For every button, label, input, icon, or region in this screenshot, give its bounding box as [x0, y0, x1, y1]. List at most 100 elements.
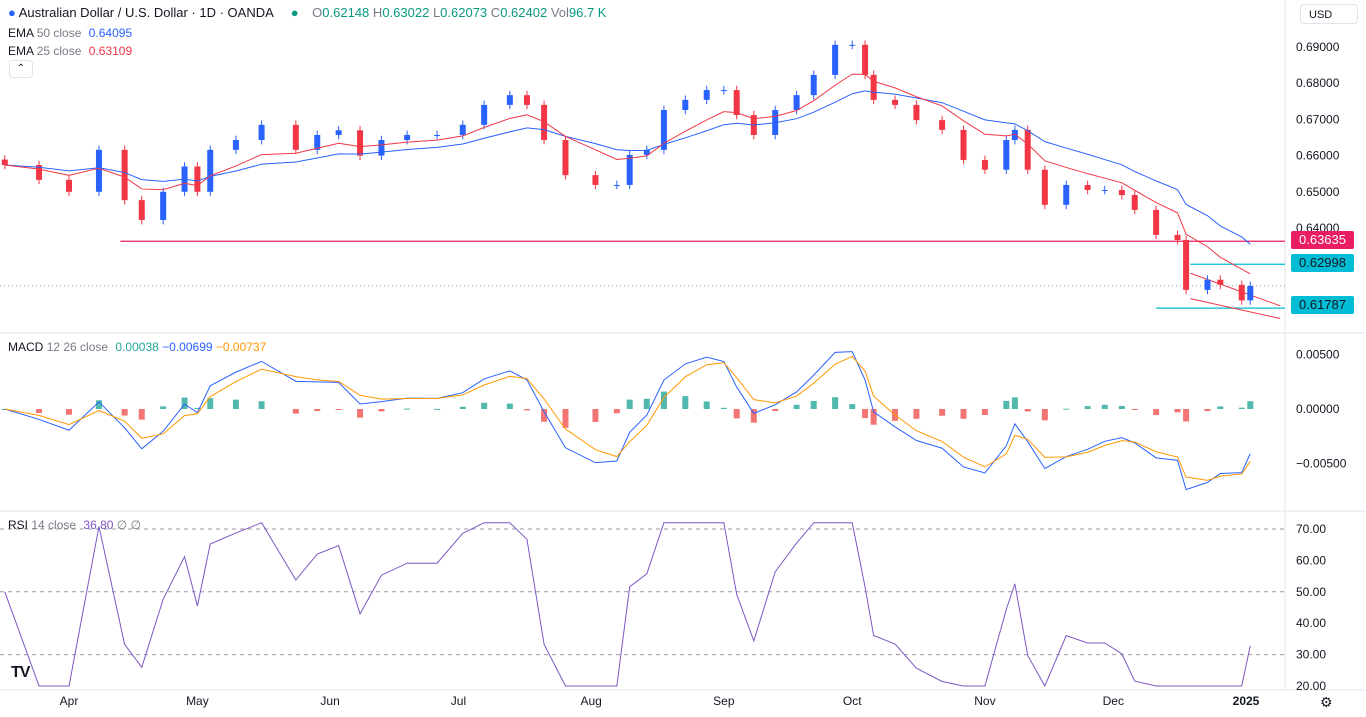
candle	[892, 95, 899, 110]
rsi-tick-label: 70.00	[1296, 522, 1326, 536]
macd-histogram-bar	[810, 400, 817, 409]
candle	[1118, 185, 1125, 200]
candle	[1084, 180, 1091, 195]
macd-params: 12 26 close	[46, 340, 109, 354]
candle	[95, 145, 102, 197]
close-label: C	[490, 5, 501, 20]
rsi-legend[interactable]: RSI 14 close 36.80 ∅ ∅	[8, 518, 141, 532]
signal-line	[4, 355, 1251, 481]
candle	[292, 120, 299, 155]
vol-value: 96.7 K	[568, 5, 607, 20]
macd-histogram-bar	[194, 407, 201, 409]
macd-histogram-bar	[613, 409, 620, 414]
candle	[720, 85, 727, 95]
rsi-tick-label: 60.00	[1296, 553, 1326, 567]
price-tick-label: 0.67000	[1296, 112, 1340, 126]
macd-histogram-bar	[1011, 397, 1018, 409]
symbol-title: Australian Dollar / U.S. Dollar · 1D · O…	[18, 5, 274, 20]
macd-histogram-bar	[703, 401, 710, 409]
candle	[1174, 230, 1181, 245]
macd-histogram-bar	[292, 409, 299, 414]
candle-body	[194, 166, 201, 192]
macd-histogram-bar	[523, 409, 530, 411]
candle-body	[592, 175, 599, 185]
candle-body	[66, 179, 72, 192]
candle	[1238, 280, 1245, 305]
close-value: 0.62402	[500, 5, 548, 20]
macd-histogram-bar	[1024, 409, 1031, 412]
low-value: 0.62073	[440, 5, 488, 20]
rsi-tick-label: 40.00	[1296, 616, 1326, 630]
macd-histogram-bar	[1153, 409, 1160, 416]
candle-body	[138, 200, 145, 221]
candle	[1011, 125, 1018, 145]
ema50-label: EMA	[8, 26, 34, 40]
macd-histogram-bar	[1041, 409, 1048, 421]
ema50-params: 50 close	[36, 26, 82, 40]
macd-histogram-bar	[404, 408, 411, 410]
candle-body	[1153, 209, 1160, 235]
candle	[1131, 190, 1138, 215]
macd-histogram-bar	[772, 409, 779, 411]
macd-histogram-bar	[481, 402, 488, 409]
candle-body	[720, 90, 727, 92]
candle	[207, 145, 214, 197]
vol-label: Vol	[550, 5, 569, 20]
tradingview-logo[interactable]: TV	[11, 664, 30, 681]
macd-histogram-bar	[160, 406, 167, 409]
candle-body	[1238, 284, 1245, 301]
candle	[960, 125, 967, 165]
candle-body	[1217, 279, 1224, 285]
ema25-legend[interactable]: EMA 25 close 0.63109	[8, 44, 132, 58]
ema25-value: 0.63109	[88, 44, 133, 58]
channel-line	[1190, 298, 1281, 319]
candle-body	[404, 134, 411, 141]
macd-legend[interactable]: MACD 12 26 close 0.00038 −0.00699 −0.007…	[8, 340, 266, 354]
macd-histogram-bar	[66, 409, 72, 415]
candle-body	[832, 44, 839, 75]
candle-body	[1084, 184, 1091, 190]
ema50-legend[interactable]: EMA 50 close 0.64095	[8, 26, 132, 40]
macd-histogram-bar	[434, 408, 441, 410]
gear-icon[interactable]: ⚙	[1320, 694, 1333, 710]
candle-body	[481, 104, 488, 125]
candle-body	[258, 124, 265, 141]
candle	[862, 40, 869, 80]
candle-body	[643, 149, 650, 155]
currency-button[interactable]: USD	[1300, 4, 1358, 24]
candle-body	[1118, 189, 1125, 196]
macd-histogram-bar	[660, 391, 667, 409]
candle-body	[335, 130, 342, 135]
rsi-label: RSI	[8, 518, 29, 532]
macd-histogram-bar	[643, 398, 650, 409]
time-tick-label: Jun	[320, 694, 339, 708]
candle	[643, 145, 650, 160]
low-label: L	[432, 5, 441, 20]
rsi-tick-label: 30.00	[1296, 648, 1326, 662]
macd-histogram-bar	[981, 409, 988, 416]
candle	[592, 170, 599, 190]
macd-histogram-bar	[335, 409, 342, 410]
lower-level-label: 0.61787	[1291, 296, 1354, 314]
candle	[1247, 281, 1254, 305]
candle	[335, 125, 342, 140]
macd-label: MACD	[8, 340, 44, 354]
candle	[913, 100, 920, 125]
candle	[870, 70, 877, 105]
candle	[258, 120, 265, 145]
candle-body	[1, 159, 8, 166]
candle-body	[810, 74, 817, 96]
candle-body	[1183, 239, 1190, 290]
macd-histogram-bar	[862, 409, 869, 419]
candle-body	[378, 140, 385, 156]
ema50-line	[4, 90, 1251, 245]
candle	[981, 155, 988, 175]
open-value: 0.62148	[322, 5, 370, 20]
macd-histogram-bar	[1183, 409, 1190, 422]
chevron-up-icon[interactable]: ⌃	[9, 60, 33, 78]
candle	[523, 90, 530, 110]
macd-histogram-bar	[1247, 401, 1254, 409]
time-tick-label: 2025	[1233, 694, 1260, 708]
candle	[613, 180, 620, 190]
